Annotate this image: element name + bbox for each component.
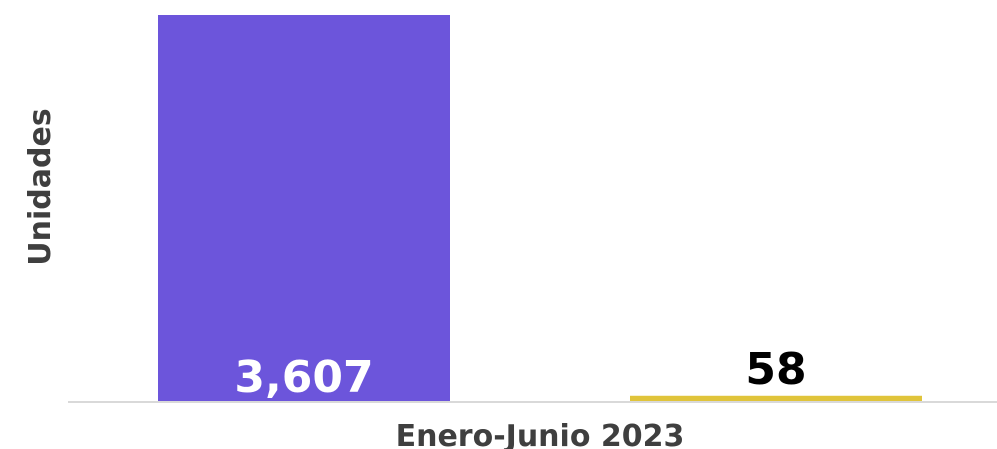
data-label-0: 3,607 xyxy=(234,352,373,403)
x-tick-label: Enero-Junio 2023 xyxy=(396,419,685,449)
bar-1 xyxy=(630,395,922,402)
data-label-1: 58 xyxy=(745,344,806,395)
bars-group xyxy=(158,15,922,402)
y-axis-label: Unidades xyxy=(23,108,58,265)
bar-0 xyxy=(158,15,450,402)
data-labels-group: 3,607 58 xyxy=(234,344,806,403)
